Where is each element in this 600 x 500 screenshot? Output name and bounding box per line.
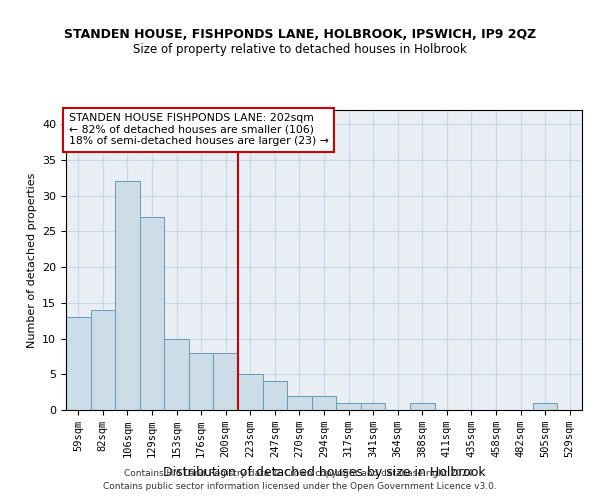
X-axis label: Distribution of detached houses by size in Holbrook: Distribution of detached houses by size … bbox=[163, 466, 485, 478]
Y-axis label: Number of detached properties: Number of detached properties bbox=[26, 172, 37, 348]
Bar bbox=[533, 403, 557, 410]
Text: Contains HM Land Registry data © Crown copyright and database right 2024.: Contains HM Land Registry data © Crown c… bbox=[124, 468, 476, 477]
Bar bbox=[140, 217, 164, 410]
Bar bbox=[214, 353, 238, 410]
Bar bbox=[115, 182, 140, 410]
Text: STANDEN HOUSE, FISHPONDS LANE, HOLBROOK, IPSWICH, IP9 2QZ: STANDEN HOUSE, FISHPONDS LANE, HOLBROOK,… bbox=[64, 28, 536, 40]
Bar bbox=[263, 382, 287, 410]
Bar bbox=[336, 403, 361, 410]
Bar bbox=[410, 403, 434, 410]
Text: Contains public sector information licensed under the Open Government Licence v3: Contains public sector information licen… bbox=[103, 482, 497, 491]
Bar bbox=[238, 374, 263, 410]
Bar bbox=[189, 353, 214, 410]
Bar bbox=[164, 338, 189, 410]
Bar bbox=[361, 403, 385, 410]
Bar bbox=[91, 310, 115, 410]
Text: Size of property relative to detached houses in Holbrook: Size of property relative to detached ho… bbox=[133, 42, 467, 56]
Bar bbox=[287, 396, 312, 410]
Text: STANDEN HOUSE FISHPONDS LANE: 202sqm
← 82% of detached houses are smaller (106)
: STANDEN HOUSE FISHPONDS LANE: 202sqm ← 8… bbox=[68, 113, 328, 146]
Bar bbox=[66, 317, 91, 410]
Bar bbox=[312, 396, 336, 410]
